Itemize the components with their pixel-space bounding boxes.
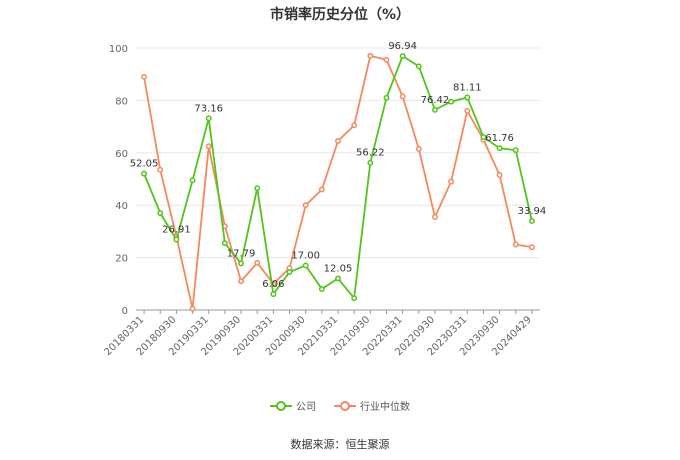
data-point-industry [238,278,244,285]
y-tick-label: 100 [109,44,128,55]
data-label: 17.00 [291,250,320,261]
data-label: 17.79 [227,248,256,259]
y-tick-label: 80 [115,96,128,107]
data-point-industry [318,186,325,193]
data-point-company [205,115,212,122]
data-point-company [318,286,325,292]
data-label: 12.05 [324,263,353,274]
data-point-industry [415,145,422,152]
data-point-company [351,295,358,302]
data-point-industry [351,122,358,129]
data-point-company [254,185,261,192]
data-label: 56.22 [356,148,385,159]
data-label: 6.06 [262,279,284,290]
data-point-company [528,218,535,225]
data-point-company [286,269,293,275]
data-label: 33.94 [518,206,547,217]
y-tick-label: 0 [122,306,128,317]
data-point-company [512,147,519,154]
data-point-industry [399,93,406,100]
data-point-industry [528,244,535,251]
data-point-industry [189,305,196,312]
data-point-company [432,106,438,113]
legend-company-marker-icon [270,400,292,411]
data-point-company [415,63,422,70]
data-point-company [367,159,374,166]
data-point-company [496,145,503,152]
data-point-industry [335,138,341,144]
data-point-company [464,94,471,101]
legend-industry-marker-icon [334,400,356,411]
data-point-company [221,240,228,247]
data-source-note: 数据来源：恒生聚源 [290,438,390,451]
data-point-company [189,177,196,184]
data-label: 26.91 [162,224,191,235]
data-point-industry [432,214,438,220]
data-point-company [399,53,406,59]
legend-item-industry[interactable]: 行业中位数 [334,398,410,413]
data-point-company [141,170,148,177]
data-point-company [302,262,309,269]
data-label: 96.94 [388,41,417,52]
data-point-industry [496,172,503,179]
y-tick-label: 20 [115,254,128,265]
data-point-company [173,236,180,243]
data-point-industry [367,52,374,59]
data-point-company [157,210,164,217]
data-point-company [383,94,390,101]
data-point-company [448,98,455,105]
data-point-company [480,134,487,141]
data-point-company [238,260,244,267]
data-point-industry [157,166,164,173]
legend-company-label: 公司 [296,402,316,413]
data-point-company [270,291,277,298]
data-label: 61.76 [485,133,514,144]
data-point-industry [464,107,471,114]
data-point-company [335,275,341,282]
data-point-industry [448,178,455,185]
legend-industry-label: 行业中位数 [360,402,410,413]
data-label: 52.05 [130,159,159,170]
data-point-industry [205,143,212,150]
data-point-industry [302,202,309,209]
data-point-industry [141,73,148,80]
data-label: 76.42 [421,95,450,106]
chart-legend: 公司 行业中位数 [0,398,680,413]
data-label: 81.11 [453,82,482,93]
y-tick-label: 40 [115,201,128,212]
data-point-industry [512,241,519,248]
y-tick-label: 60 [115,149,128,160]
data-label: 73.16 [194,103,223,114]
chart-title: 市销率历史分位（%） [269,7,411,23]
data-point-industry [254,259,261,266]
data-point-industry [383,56,390,63]
legend-item-company[interactable]: 公司 [270,398,316,413]
